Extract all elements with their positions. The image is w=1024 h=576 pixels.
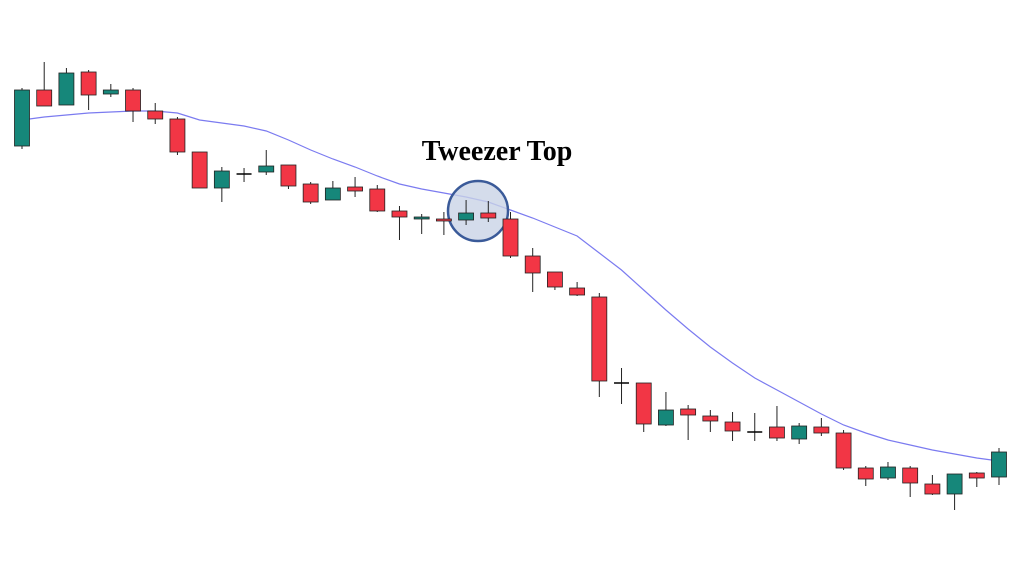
candle-body — [369, 188, 386, 212]
candle-body — [547, 271, 563, 288]
candle-body — [413, 216, 430, 220]
candle-body — [147, 110, 164, 120]
candle-body — [880, 466, 896, 479]
candle-body — [14, 89, 30, 147]
candle-body — [169, 118, 186, 153]
candle-body — [591, 296, 608, 382]
candle-body — [347, 186, 363, 192]
candle-body — [80, 71, 97, 96]
candle-body — [946, 473, 963, 495]
candle-body — [58, 72, 75, 106]
candle-body — [791, 425, 808, 440]
candle-body — [502, 218, 519, 257]
candle-body — [280, 164, 297, 187]
candle-body — [569, 287, 586, 296]
candle-body — [902, 467, 919, 484]
candle-body — [724, 421, 741, 432]
candle-body — [391, 210, 408, 218]
candle-body — [102, 89, 119, 95]
candle-body — [835, 432, 852, 469]
candle-body — [258, 165, 275, 173]
candle-body — [302, 183, 319, 203]
candle-body — [213, 170, 230, 189]
candle-body — [458, 212, 474, 221]
candle-body — [658, 409, 674, 426]
annotation: Tweezer Top — [422, 136, 573, 167]
candle-body — [480, 212, 497, 219]
candle-body — [635, 382, 652, 425]
candle-body — [680, 408, 697, 416]
candle-body — [857, 467, 874, 480]
candle-body — [125, 89, 141, 112]
candle-body — [968, 472, 985, 479]
candle-body — [769, 426, 785, 439]
highlight-circle — [446, 179, 510, 243]
candle-body — [191, 151, 208, 189]
moving-average-line — [21, 110, 1000, 462]
candle-body — [702, 415, 719, 422]
candle-body — [524, 255, 541, 274]
candle-body — [924, 483, 941, 495]
candle-body — [991, 451, 1007, 478]
candle-body — [36, 89, 53, 107]
candle-body — [435, 218, 452, 222]
candle-body — [813, 426, 830, 434]
candle-body — [324, 187, 341, 201]
